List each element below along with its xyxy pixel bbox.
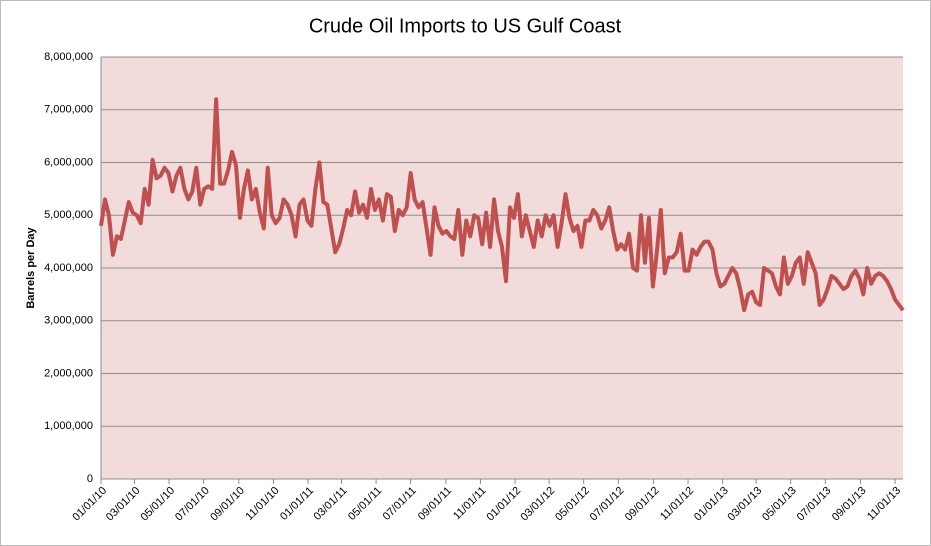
y-tick-label: 7,000,000 xyxy=(44,104,93,116)
y-tick-label: 8,000,000 xyxy=(44,51,93,63)
y-axis-label: Barrels per Day xyxy=(25,226,37,308)
chart-title: Crude Oil Imports to US Gulf Coast xyxy=(309,15,622,37)
y-tick-label: 4,000,000 xyxy=(44,262,93,274)
y-tick-label: 0 xyxy=(87,473,93,485)
y-tick-label: 2,000,000 xyxy=(44,367,93,379)
y-tick-label: 1,000,000 xyxy=(44,420,93,432)
y-tick-label: 3,000,000 xyxy=(44,315,93,327)
y-tick-label: 5,000,000 xyxy=(44,209,93,221)
data-line xyxy=(99,97,905,313)
y-tick-label: 6,000,000 xyxy=(44,156,93,168)
